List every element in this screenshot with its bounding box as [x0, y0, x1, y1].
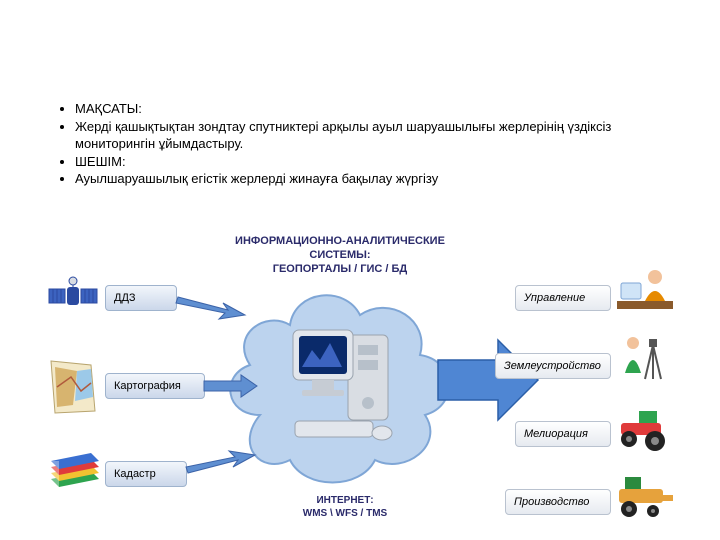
arrow-in-3 [183, 445, 263, 485]
map-icon [47, 357, 99, 417]
input-pill-cadastre: Кадастр [105, 461, 187, 487]
bullet-item: ШЕШІМ: [75, 153, 675, 171]
output-pill-management: Управление [515, 285, 611, 311]
pill-label: Управление [524, 292, 585, 304]
pill-label: Производство [514, 496, 589, 508]
bullet-item: Ауылшаруашылық егістік жерлерді жинауға … [75, 170, 675, 188]
pill-label: Кадастр [114, 468, 156, 480]
books-icon [45, 451, 105, 499]
surveyor-icon [615, 333, 675, 383]
satellite-icon [47, 273, 99, 321]
pill-label: Картография [114, 380, 181, 392]
output-pill-landmgmt: Землеустройство [495, 353, 611, 379]
header-line1: ИНФОРМАЦИОННО-АНАЛИТИЧЕСКИЕ СИСТЕМЫ: [225, 235, 455, 263]
person-desk-icon [615, 265, 675, 315]
bullet-list: МАҚСАТЫ: Жерді қашықтықтан зондтау спутн… [55, 100, 675, 188]
bullet-item: МАҚСАТЫ: [75, 100, 675, 118]
arrow-in-2 [201, 373, 261, 403]
big-arrow-right [433, 330, 543, 430]
system-diagram: ИНФОРМАЦИОННО-АНАЛИТИЧЕСКИЕ СИСТЕМЫ: ГЕО… [45, 235, 675, 535]
input-pill-cartography: Картография [105, 373, 205, 399]
output-pill-production: Производство [505, 489, 611, 515]
bullet-item: Жерді қашықтықтан зондтау спутниктері ар… [75, 118, 675, 153]
arrow-in-1 [173, 285, 253, 325]
diagram-footer: ИНТЕРНЕТ: WMS \ WFS / TMS [275, 495, 415, 520]
pill-label: ДДЗ [114, 292, 136, 304]
tractor-icon [615, 401, 675, 451]
harvester-icon [615, 469, 675, 519]
footer-line1: ИНТЕРНЕТ: [275, 495, 415, 508]
computer-icon [290, 325, 400, 445]
input-pill-ddz: ДДЗ [105, 285, 177, 311]
footer-line2: WMS \ WFS / TMS [275, 508, 415, 521]
output-pill-melioration: Мелиорация [515, 421, 611, 447]
pill-label: Мелиорация [524, 428, 588, 440]
pill-label: Землеустройство [504, 360, 601, 372]
